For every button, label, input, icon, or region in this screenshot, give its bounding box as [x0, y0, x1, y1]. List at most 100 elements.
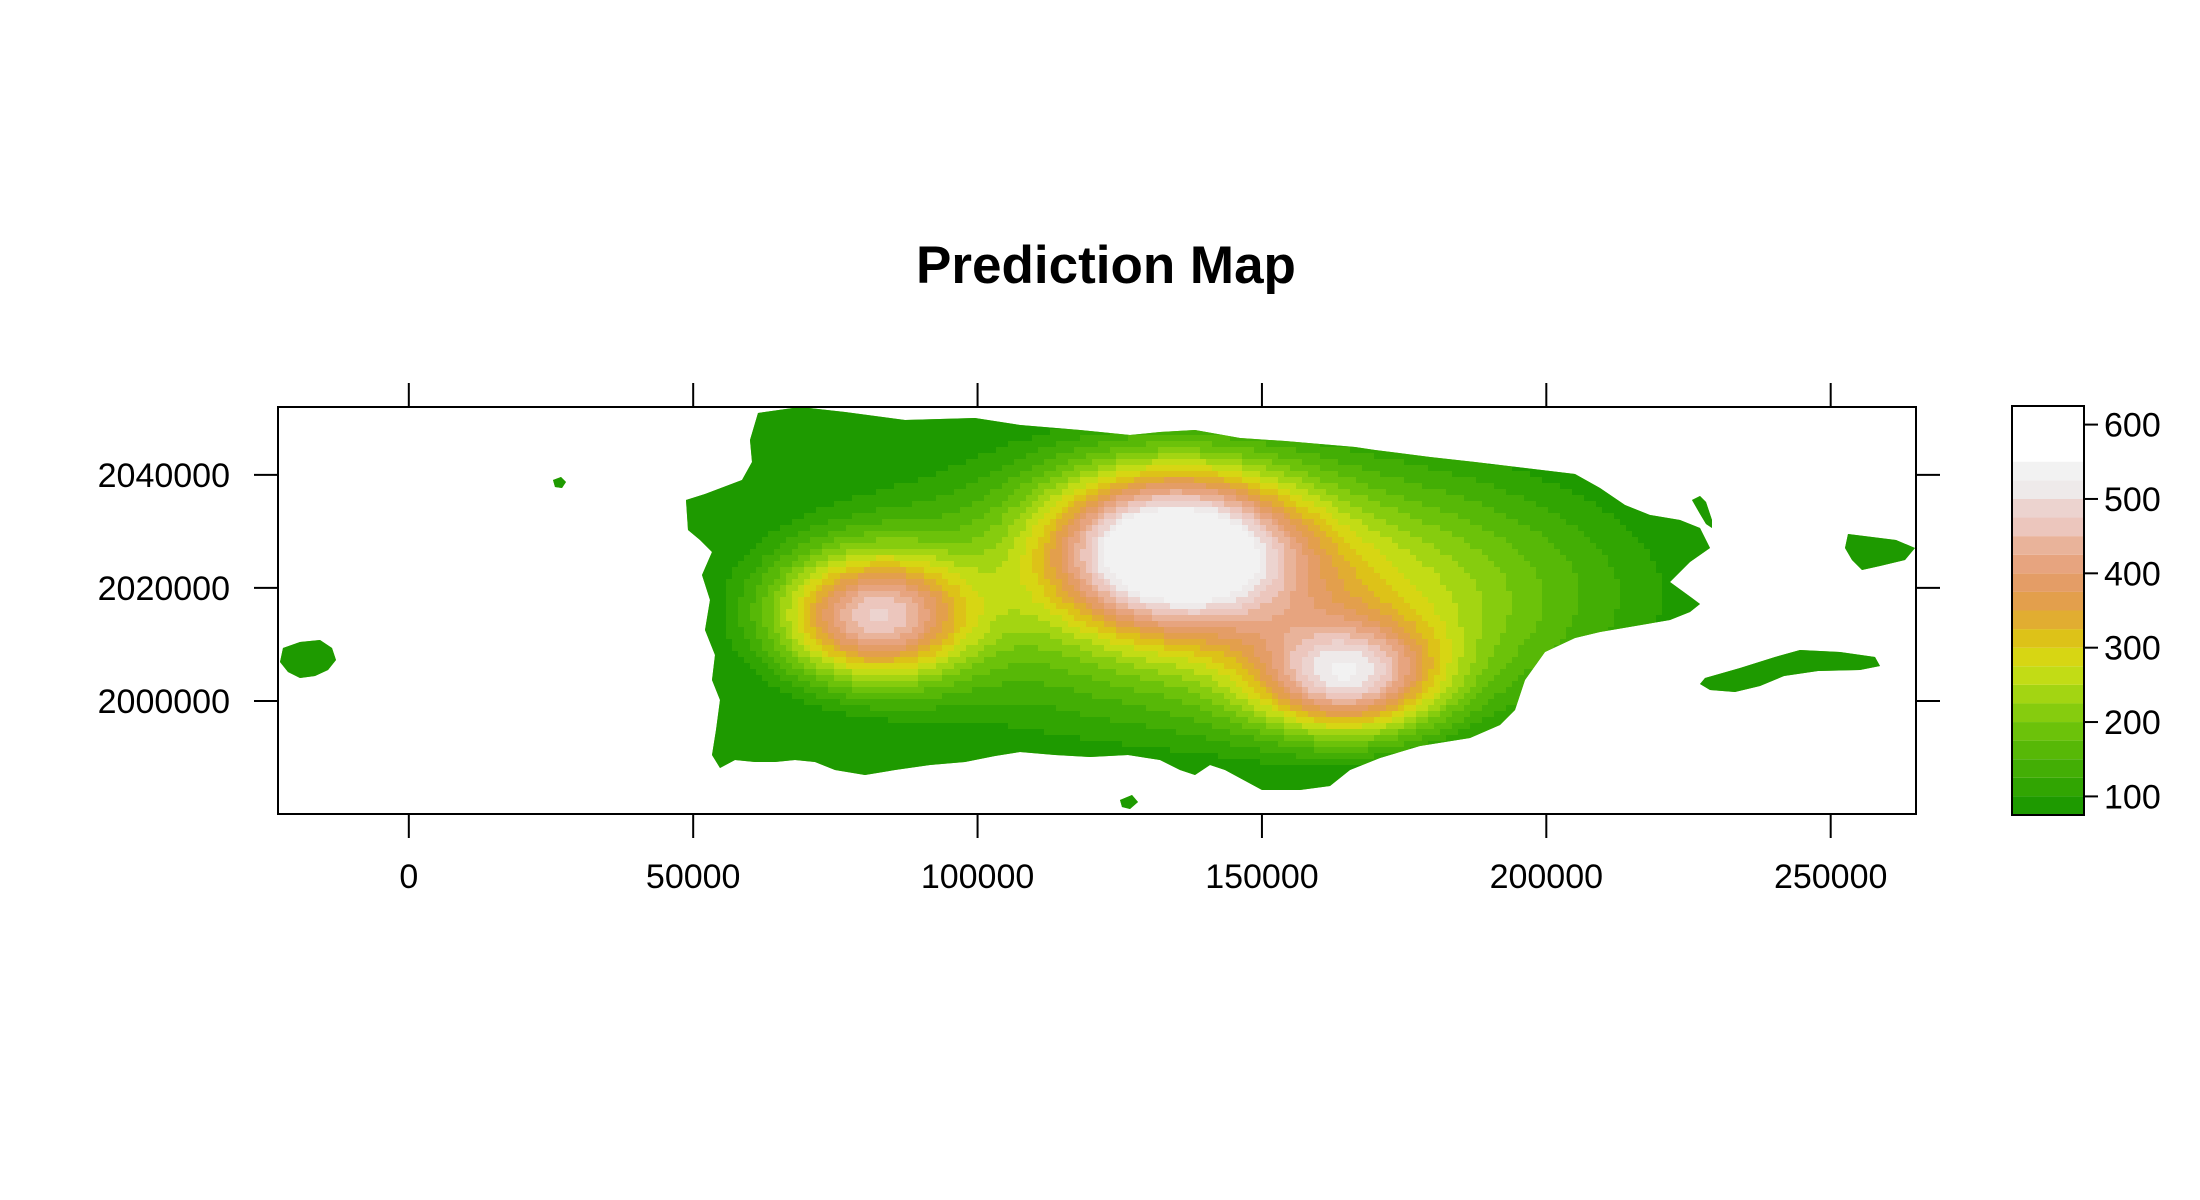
surface-cell: [1560, 495, 1566, 501]
surface-cell: [954, 501, 960, 507]
surface-cell: [1800, 489, 1806, 495]
surface-cell: [1260, 471, 1266, 477]
surface-cell: [750, 435, 756, 441]
surface-cell: [1536, 483, 1542, 489]
surface-cell: [912, 435, 918, 441]
surface-cell: [636, 471, 642, 477]
surface-cell: [708, 447, 714, 453]
surface-cell: [798, 447, 804, 453]
surface-cell: [1146, 507, 1152, 513]
surface-cell: [1356, 507, 1362, 513]
surface-cell: [936, 411, 942, 417]
surface-cell: [1098, 429, 1104, 435]
surface-cell: [1872, 441, 1878, 447]
surface-cell: [294, 501, 300, 507]
surface-cell: [744, 471, 750, 477]
surface-cell: [1716, 489, 1722, 495]
surface-cell: [1152, 441, 1158, 447]
surface-cell: [498, 477, 504, 483]
surface-cell: [918, 453, 924, 459]
surface-cell: [1614, 483, 1620, 489]
surface-cell: [324, 513, 330, 519]
surface-cell: [1794, 453, 1800, 459]
surface-cell: [1332, 411, 1338, 417]
surface-cell: [1026, 411, 1032, 417]
surface-cell: [882, 453, 888, 459]
surface-cell: [600, 489, 606, 495]
surface-cell: [342, 489, 348, 495]
surface-cell: [642, 459, 648, 465]
surface-cell: [486, 501, 492, 507]
surface-cell: [1380, 411, 1386, 417]
surface-cell: [924, 435, 930, 441]
surface-cell: [1614, 507, 1620, 513]
surface-cell: [942, 483, 948, 489]
surface-cell: [1008, 423, 1014, 429]
surface-cell: [570, 411, 576, 417]
surface-cell: [792, 447, 798, 453]
surface-cell: [282, 441, 288, 447]
surface-cell: [1452, 483, 1458, 489]
surface-cell: [1272, 495, 1278, 501]
surface-cell: [1044, 471, 1050, 477]
surface-cell: [456, 465, 462, 471]
surface-cell: [324, 477, 330, 483]
surface-cell: [684, 489, 690, 495]
surface-cell: [1254, 435, 1260, 441]
surface-cell: [1320, 489, 1326, 495]
surface-cell: [1536, 417, 1542, 423]
surface-cell: [1896, 477, 1902, 483]
surface-cell: [1332, 441, 1338, 447]
surface-cell: [924, 453, 930, 459]
surface-cell: [522, 441, 528, 447]
surface-cell: [1416, 483, 1422, 489]
surface-cell: [360, 471, 366, 477]
surface-cell: [1200, 489, 1206, 495]
surface-cell: [1308, 435, 1314, 441]
surface-cell: [774, 417, 780, 423]
surface-cell: [1344, 495, 1350, 501]
surface-cell: [402, 465, 408, 471]
surface-cell: [1854, 465, 1860, 471]
surface-cell: [1284, 435, 1290, 441]
surface-cell: [1302, 465, 1308, 471]
surface-cell: [546, 477, 552, 483]
surface-cell: [906, 495, 912, 501]
surface-cell: [972, 435, 978, 441]
surface-cell: [1554, 459, 1560, 465]
surface-cell: [1038, 477, 1044, 483]
surface-cell: [1014, 507, 1020, 513]
surface-cell: [1572, 471, 1578, 477]
surface-cell: [1068, 435, 1074, 441]
surface-cell: [678, 459, 684, 465]
surface-cell: [1224, 435, 1230, 441]
surface-cell: [288, 501, 294, 507]
surface-cell: [1074, 435, 1080, 441]
surface-cell: [1506, 507, 1512, 513]
surface-cell: [1314, 459, 1320, 465]
surface-cell: [348, 423, 354, 429]
surface-cell: [330, 453, 336, 459]
surface-cell: [1746, 435, 1752, 441]
surface-cell: [444, 441, 450, 447]
surface-cell: [780, 417, 786, 423]
surface-cell: [1812, 411, 1818, 417]
surface-cell: [312, 411, 318, 417]
surface-cell: [1692, 417, 1698, 423]
surface-cell: [996, 465, 1002, 471]
surface-cell: [432, 423, 438, 429]
surface-cell: [1764, 483, 1770, 489]
surface-cell: [978, 411, 984, 417]
surface-cell: [1296, 453, 1302, 459]
surface-cell: [1560, 447, 1566, 453]
surface-cell: [1332, 423, 1338, 429]
surface-cell: [474, 423, 480, 429]
surface-cell: [756, 489, 762, 495]
surface-cell: [354, 441, 360, 447]
surface-cell: [1182, 417, 1188, 423]
surface-cell: [684, 417, 690, 423]
surface-cell: [912, 495, 918, 501]
surface-cell: [1644, 477, 1650, 483]
surface-cell: [1008, 477, 1014, 483]
surface-cell: [1200, 423, 1206, 429]
